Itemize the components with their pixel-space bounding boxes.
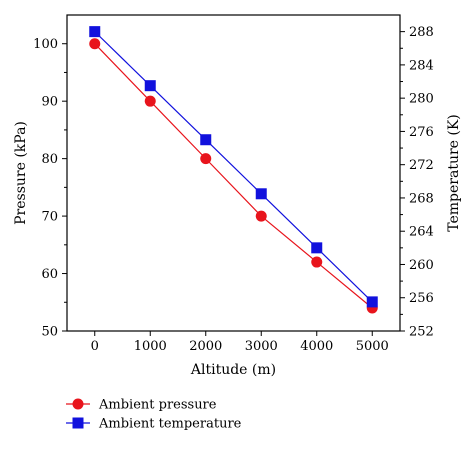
y-left-tick-label: 100 (33, 37, 58, 52)
pressure-point (89, 38, 101, 50)
series-line-1 (94, 43, 373, 309)
x-tick-label: 5000 (356, 339, 389, 354)
legend: Ambient pressure Ambient temperature (66, 398, 242, 432)
plot-frame (66, 14, 401, 332)
legend-label-2: Ambient temperature (98, 417, 242, 432)
y-right-tick-label: 276 (409, 125, 434, 140)
y-left-axis-label: Pressure (kPa) (13, 121, 29, 225)
y-right-tick-label: 272 (409, 158, 434, 173)
y-right-tick-label: 288 (409, 25, 434, 40)
temperature-point (366, 296, 378, 308)
y-right-tick-label: 280 (409, 92, 434, 107)
y-left-tick-label: 80 (41, 152, 58, 167)
x-tick-label: 3000 (245, 339, 278, 354)
y-left-tick-label: 70 (41, 210, 58, 225)
x-tick-label: 4000 (300, 339, 333, 354)
y-right-tick-label: 252 (409, 325, 434, 340)
y-right-tick-label: 268 (409, 191, 434, 206)
y-left-tick-label: 90 (41, 95, 58, 110)
y-right-tick-label: 264 (409, 225, 434, 240)
plot-area: 0 1000 2000 3000 4000 5000 50 60 70 80 90 100 252 256… (13, 14, 462, 378)
temperature-point (200, 134, 212, 146)
legend-marker-pressure (72, 398, 84, 410)
temperature-point (144, 80, 156, 92)
x-tick-label: 2000 (189, 339, 222, 354)
pressure-point (255, 210, 267, 222)
temperature-point (255, 188, 267, 200)
y-right-axis-label: Temperature (K) (446, 114, 462, 232)
pressure-point (200, 153, 212, 165)
y-left-tick-label: 50 (41, 325, 58, 340)
y-left-tick-label: 60 (41, 267, 58, 282)
legend-marker-temperature (72, 417, 84, 429)
x-tick-label: 1000 (134, 339, 167, 354)
y-right-tick-label: 256 (409, 291, 434, 306)
y-right-tick-label: 284 (409, 58, 434, 73)
y-right-tick-label: 260 (409, 258, 434, 273)
x-tick-label: 0 (91, 339, 99, 354)
x-axis-label: Altitude (m) (190, 362, 276, 378)
temperature-point (89, 26, 101, 38)
temperature-point (311, 242, 323, 254)
series-line-2 (94, 31, 373, 303)
legend-label-1: Ambient pressure (98, 398, 217, 413)
pressure-point (311, 256, 323, 268)
pressure-point (144, 95, 156, 107)
